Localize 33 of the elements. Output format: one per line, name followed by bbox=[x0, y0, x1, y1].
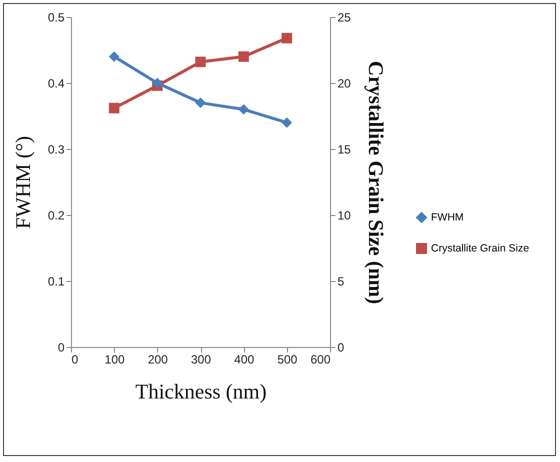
point bbox=[238, 104, 249, 115]
x-tick-label: 100 bbox=[104, 352, 125, 366]
y2-tick-label: 0 bbox=[338, 340, 344, 354]
y2-axis-title: Crystallite Grain Size (nm) bbox=[364, 60, 388, 304]
legend-label: FWHM bbox=[431, 212, 464, 224]
point bbox=[108, 102, 120, 114]
y2-tick-label: 15 bbox=[338, 142, 352, 156]
y2-tick-label: 20 bbox=[338, 76, 352, 90]
y-tick-label: 0.4 bbox=[48, 76, 65, 90]
point bbox=[282, 117, 292, 128]
point bbox=[152, 78, 163, 88]
y-tick-label: 0.1 bbox=[48, 274, 65, 288]
x-tick-label: 400 bbox=[234, 352, 254, 366]
point bbox=[282, 32, 292, 44]
point bbox=[108, 51, 120, 62]
y-tick-label: 0.2 bbox=[48, 208, 65, 222]
y-tick-label: 0.5 bbox=[48, 10, 65, 24]
point bbox=[238, 51, 249, 62]
y-axis-title: FWHM (°) bbox=[10, 136, 35, 229]
x-tick-label: 500 bbox=[277, 352, 298, 366]
y2-tick-label: 5 bbox=[338, 274, 344, 288]
point bbox=[195, 56, 206, 68]
x-tick-label: 300 bbox=[190, 352, 212, 366]
y-tick-label: 0.3 bbox=[48, 142, 65, 156]
y-tick-label: 0 bbox=[58, 340, 65, 354]
legend-label: Crystallite Grain Size bbox=[431, 242, 530, 254]
x-axis-title: Thickness (nm) bbox=[135, 380, 267, 404]
y2-tick-label: 10 bbox=[338, 208, 352, 222]
point bbox=[195, 98, 206, 108]
x-tick-label: 600 bbox=[310, 352, 331, 366]
x-tick-label: 200 bbox=[148, 352, 168, 366]
y2-tick-label: 25 bbox=[338, 10, 352, 24]
x-tick-label: 0 bbox=[72, 352, 78, 366]
